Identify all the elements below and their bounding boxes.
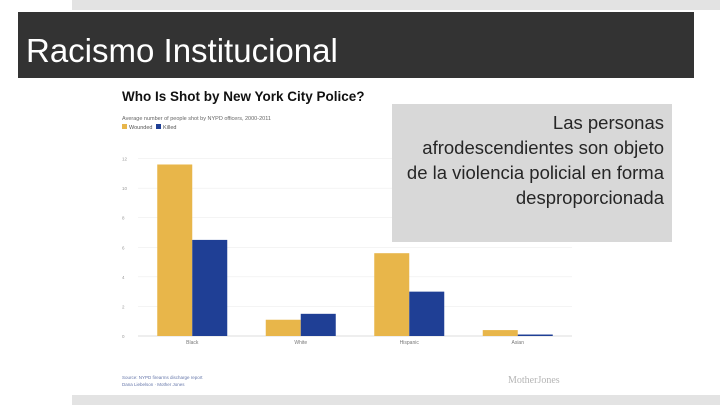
chart-bars [157,164,553,336]
chart-source: Source: NYPD firearms discharge report [122,375,203,380]
y-tick-label-3: 6 [122,245,125,250]
x-tick-label-1: White [294,340,307,346]
slide-frame-bottom [72,395,720,405]
y-tick-label-4: 8 [122,216,125,221]
x-tick-label-3: Asian [511,340,524,346]
chart-subtitle: Average number of people shot by NYPD of… [122,116,271,122]
slide-title-bar: Racismo Institucional [18,12,694,78]
y-tick-label-6: 12 [122,157,128,162]
bar-black-wounded [157,164,193,336]
bar-white-killed [300,313,336,336]
y-tick-label-0: 0 [122,334,125,339]
bar-white-wounded [265,319,301,336]
bar-asian-wounded [482,330,518,336]
legend-swatch-0 [122,124,127,129]
legend-label-1: Killed [163,125,176,131]
y-tick-label-2: 4 [122,275,125,280]
chart-legend: Wounded Killed [122,124,176,131]
x-tick-label-0: Black [186,340,199,346]
chart-title: Who Is Shot by New York City Police? [122,89,365,104]
x-tick-label-2: Hispanic [400,340,420,346]
y-tick-label-5: 10 [122,186,128,191]
legend-swatch-1 [156,124,161,129]
mother-jones-logo: MotherJones [508,375,560,386]
bar-hispanic-killed [409,291,445,336]
slide-frame-top [72,0,720,10]
bar-hispanic-wounded [374,253,410,336]
callout-text: Las personas afrodescendientes son objet… [406,112,664,208]
bar-black-killed [192,239,228,336]
y-tick-label-1: 2 [122,304,125,309]
chart-x-labels: Black White Hispanic Asian [186,340,524,346]
callout-box: Las personas afrodescendientes son objet… [392,104,672,242]
chart-credit: Dana Liebelson · Mother Jones [122,382,185,387]
legend-label-0: Wounded [129,125,152,131]
bar-asian-killed [517,334,553,336]
slide-title: Racismo Institucional [26,32,338,69]
